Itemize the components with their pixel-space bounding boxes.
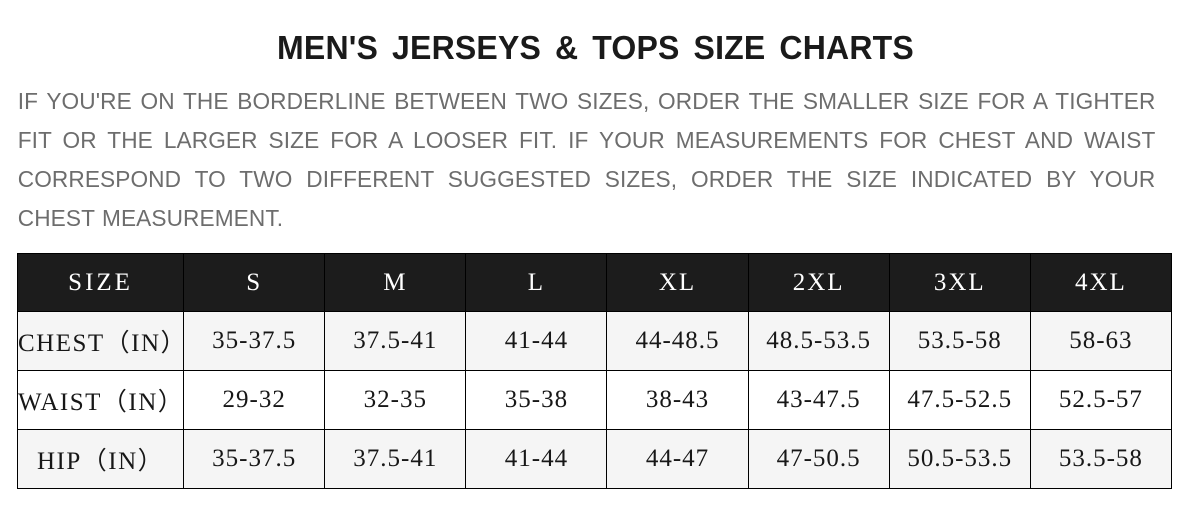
column-header-4xl: 4XL — [1029, 253, 1173, 312]
size-chart-table: SIZE S M L XL 2XL 3XL 4XL CHEST（IN） 35-3… — [16, 253, 1173, 489]
column-header-l: L — [465, 253, 608, 312]
cell-hip-xl: 44-47 — [606, 429, 749, 489]
page-title: MEN'S JERSEYS & TOPS SIZE CHARTS — [277, 29, 914, 66]
cell-waist-xl: 38-43 — [606, 370, 749, 430]
cell-hip-s: 35-37.5 — [183, 429, 326, 489]
cell-waist-2xl: 43-47.5 — [747, 370, 890, 430]
sizing-instructions: IF YOU'RE ON THE BORDERLINE BETWEEN TWO … — [17, 88, 1156, 232]
cell-waist-l: 35-38 — [465, 370, 608, 430]
cell-chest-l: 41-44 — [465, 311, 608, 371]
table-header-row: SIZE S M L XL 2XL 3XL 4XL — [16, 253, 1173, 312]
column-header-2xl: 2XL — [747, 253, 890, 312]
cell-chest-2xl: 48.5-53.5 — [747, 311, 890, 371]
cell-chest-3xl: 53.5-58 — [888, 311, 1031, 371]
column-header-3xl: 3XL — [888, 253, 1031, 312]
table-row: WAIST（IN） 29-32 32-35 35-38 38-43 43-47.… — [16, 370, 1173, 430]
table-row: CHEST（IN） 35-37.5 37.5-41 41-44 44-48.5 … — [16, 311, 1173, 371]
cell-waist-4xl: 52.5-57 — [1029, 370, 1173, 430]
column-header-s: S — [183, 253, 326, 312]
table-row: HIP（IN） 35-37.5 37.5-41 41-44 44-47 47-5… — [16, 429, 1173, 489]
cell-hip-4xl: 53.5-58 — [1029, 429, 1173, 489]
row-label-chest: CHEST（IN） — [16, 311, 185, 371]
column-header-size: SIZE — [16, 253, 185, 312]
cell-hip-2xl: 47-50.5 — [747, 429, 890, 489]
row-label-waist: WAIST（IN） — [16, 370, 185, 430]
cell-hip-m: 37.5-41 — [324, 429, 467, 489]
cell-chest-xl: 44-48.5 — [606, 311, 749, 371]
cell-waist-s: 29-32 — [183, 370, 326, 430]
cell-chest-m: 37.5-41 — [324, 311, 467, 371]
cell-hip-l: 41-44 — [465, 429, 608, 489]
cell-waist-m: 32-35 — [324, 370, 467, 430]
cell-hip-3xl: 50.5-53.5 — [888, 429, 1031, 489]
cell-chest-s: 35-37.5 — [183, 311, 326, 371]
column-header-xl: XL — [606, 253, 749, 312]
row-label-hip: HIP（IN） — [16, 429, 185, 489]
cell-chest-4xl: 58-63 — [1029, 311, 1173, 371]
cell-waist-3xl: 47.5-52.5 — [888, 370, 1031, 430]
size-table-container: SIZE S M L XL 2XL 3XL 4XL CHEST（IN） 35-3… — [16, 253, 1173, 489]
column-header-m: M — [324, 253, 467, 312]
